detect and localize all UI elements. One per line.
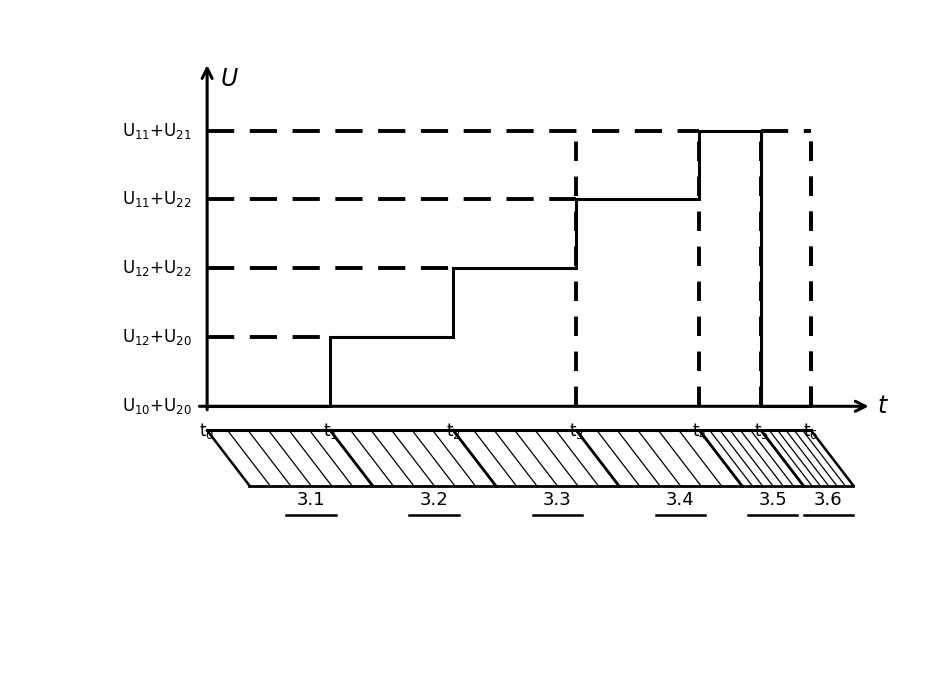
Text: 3.3: 3.3: [542, 491, 571, 509]
Text: U$_{12}$+U$_{20}$: U$_{12}$+U$_{20}$: [122, 327, 192, 347]
Text: t$_5$: t$_5$: [753, 422, 768, 441]
Text: 3.1: 3.1: [297, 491, 325, 509]
Text: U$_{12}$+U$_{22}$: U$_{12}$+U$_{22}$: [122, 258, 192, 278]
Text: t: t: [877, 394, 886, 418]
Text: t$_1$: t$_1$: [322, 422, 337, 441]
Text: 3.6: 3.6: [813, 491, 841, 509]
Text: 3.4: 3.4: [665, 491, 694, 509]
Text: t$_2$: t$_2$: [446, 422, 461, 441]
Text: U$_{11}$+U$_{22}$: U$_{11}$+U$_{22}$: [122, 190, 192, 209]
Text: U$_{11}$+U$_{21}$: U$_{11}$+U$_{21}$: [122, 120, 192, 141]
Text: t$_3$: t$_3$: [568, 422, 583, 441]
Text: 3.5: 3.5: [757, 491, 786, 509]
Text: 3.2: 3.2: [419, 491, 448, 509]
Text: t$_0$: t$_0$: [199, 422, 214, 441]
Text: U$_{10}$+U$_{20}$: U$_{10}$+U$_{20}$: [122, 396, 192, 416]
Text: t$_6$: t$_6$: [802, 422, 818, 441]
Text: U: U: [221, 67, 238, 91]
Text: t$_4$: t$_4$: [691, 422, 707, 441]
